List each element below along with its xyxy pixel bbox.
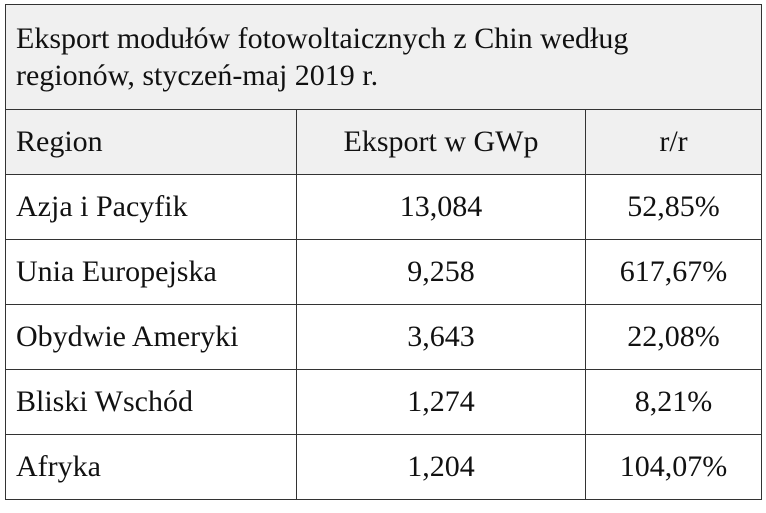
cell: 22,08% (585, 304, 762, 370)
row: Azja i Pacyfik 13,084 52,85% (5, 174, 762, 240)
cell: 1,204 (296, 434, 586, 500)
header-row: Region Eksport w GWp r/r (5, 109, 762, 175)
table: Eksport modułów fotowoltaicznych z Chin … (5, 4, 762, 500)
cell: Eksport w GWp (296, 109, 586, 175)
page: Eksport modułów fotowoltaicznych z Chin … (5, 4, 762, 500)
cell: 3,643 (296, 304, 586, 370)
cell: 617,67% (585, 239, 762, 305)
cell: Obydwie Ameryki (5, 304, 297, 370)
cell: Azja i Pacyfik (5, 174, 297, 240)
table-title: Eksport modułów fotowoltaicznych z Chin … (5, 4, 762, 110)
cell: 1,274 (296, 369, 586, 435)
cell: 104,07% (585, 434, 762, 500)
cell: 9,258 (296, 239, 586, 305)
cell: r/r (585, 109, 762, 175)
cell: Region (5, 109, 297, 175)
row: Bliski Wschód 1,274 8,21% (5, 369, 762, 435)
cell: 13,084 (296, 174, 586, 240)
cell: 8,21% (585, 369, 762, 435)
row: Obydwie Ameryki 3,643 22,08% (5, 304, 762, 370)
row: Afryka 1,204 104,07% (5, 434, 762, 500)
cell: Afryka (5, 434, 297, 500)
cell: 52,85% (585, 174, 762, 240)
cell: Unia Europejska (5, 239, 297, 305)
cell: Bliski Wschód (5, 369, 297, 435)
row: Unia Europejska 9,258 617,67% (5, 239, 762, 305)
